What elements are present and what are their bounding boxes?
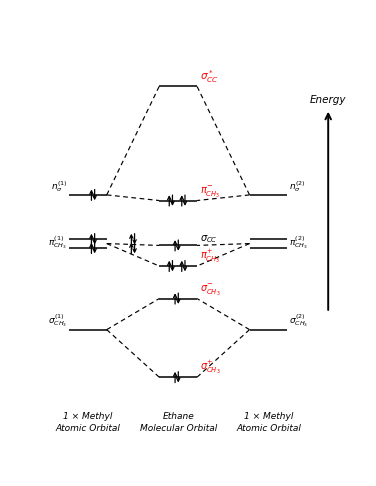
Text: $n_{\sigma}^{(2)}$: $n_{\sigma}^{(2)}$ [289,179,305,194]
Text: 1 × Methyl
Atomic Orbital: 1 × Methyl Atomic Orbital [55,412,120,433]
Text: 1 × Methyl
Atomic Orbital: 1 × Methyl Atomic Orbital [236,412,301,433]
Text: $\sigma^*_{CC}$: $\sigma^*_{CC}$ [200,69,219,85]
Text: Energy: Energy [310,95,346,105]
Text: $\pi_{CH_3}^{(1)}$: $\pi_{CH_3}^{(1)}$ [49,234,67,251]
Text: $n_{\sigma}^{(1)}$: $n_{\sigma}^{(1)}$ [51,179,67,194]
Text: $\sigma_{CH_3}^{+}$: $\sigma_{CH_3}^{+}$ [200,359,221,376]
Text: Ethane
Molecular Orbital: Ethane Molecular Orbital [139,412,217,433]
Text: $\pi_{CH_3}^{+}$: $\pi_{CH_3}^{+}$ [200,248,220,265]
Text: $\pi_{CH_3}^{-}$: $\pi_{CH_3}^{-}$ [200,185,220,200]
Text: $\sigma_{CH_3}^{(1)}$: $\sigma_{CH_3}^{(1)}$ [48,312,67,329]
Text: $\sigma_{CC}$: $\sigma_{CC}$ [200,233,218,244]
Text: $\sigma_{CH_3}^{-}$: $\sigma_{CH_3}^{-}$ [200,282,221,298]
Text: $\pi_{CH_3}^{(2)}$: $\pi_{CH_3}^{(2)}$ [289,234,308,251]
Text: $\sigma_{CH_3}^{(2)}$: $\sigma_{CH_3}^{(2)}$ [289,312,308,329]
